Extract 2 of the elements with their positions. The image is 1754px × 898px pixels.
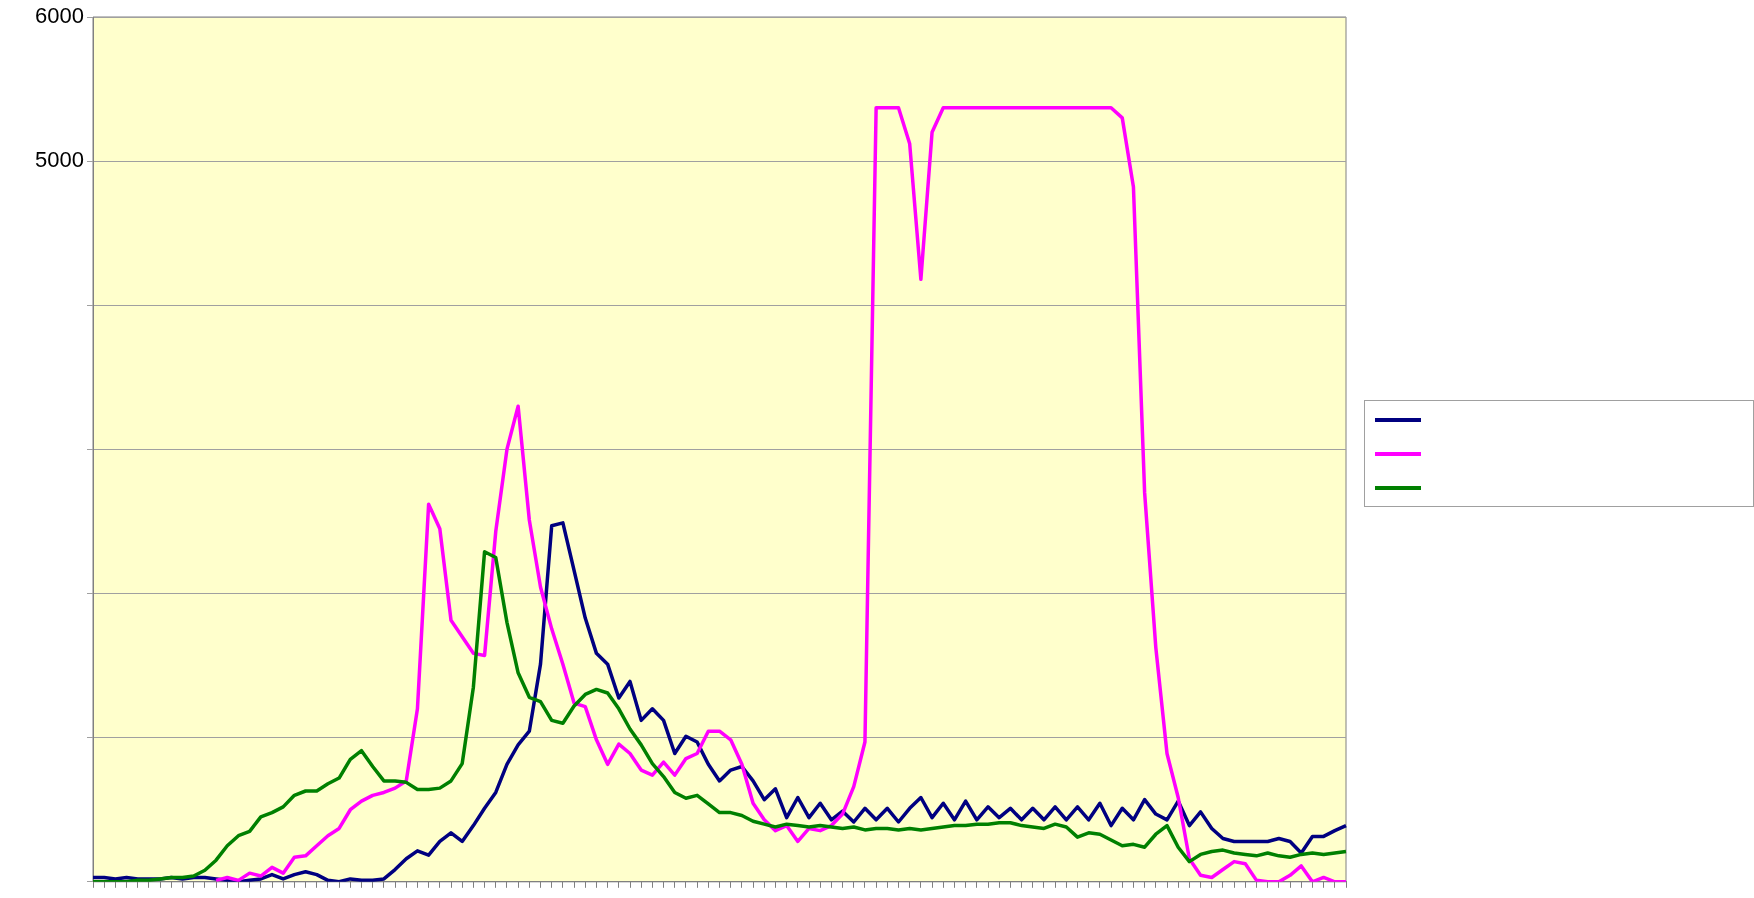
y-tick-label: 5000 [35, 147, 84, 173]
y-tick-label: 6000 [35, 3, 84, 29]
